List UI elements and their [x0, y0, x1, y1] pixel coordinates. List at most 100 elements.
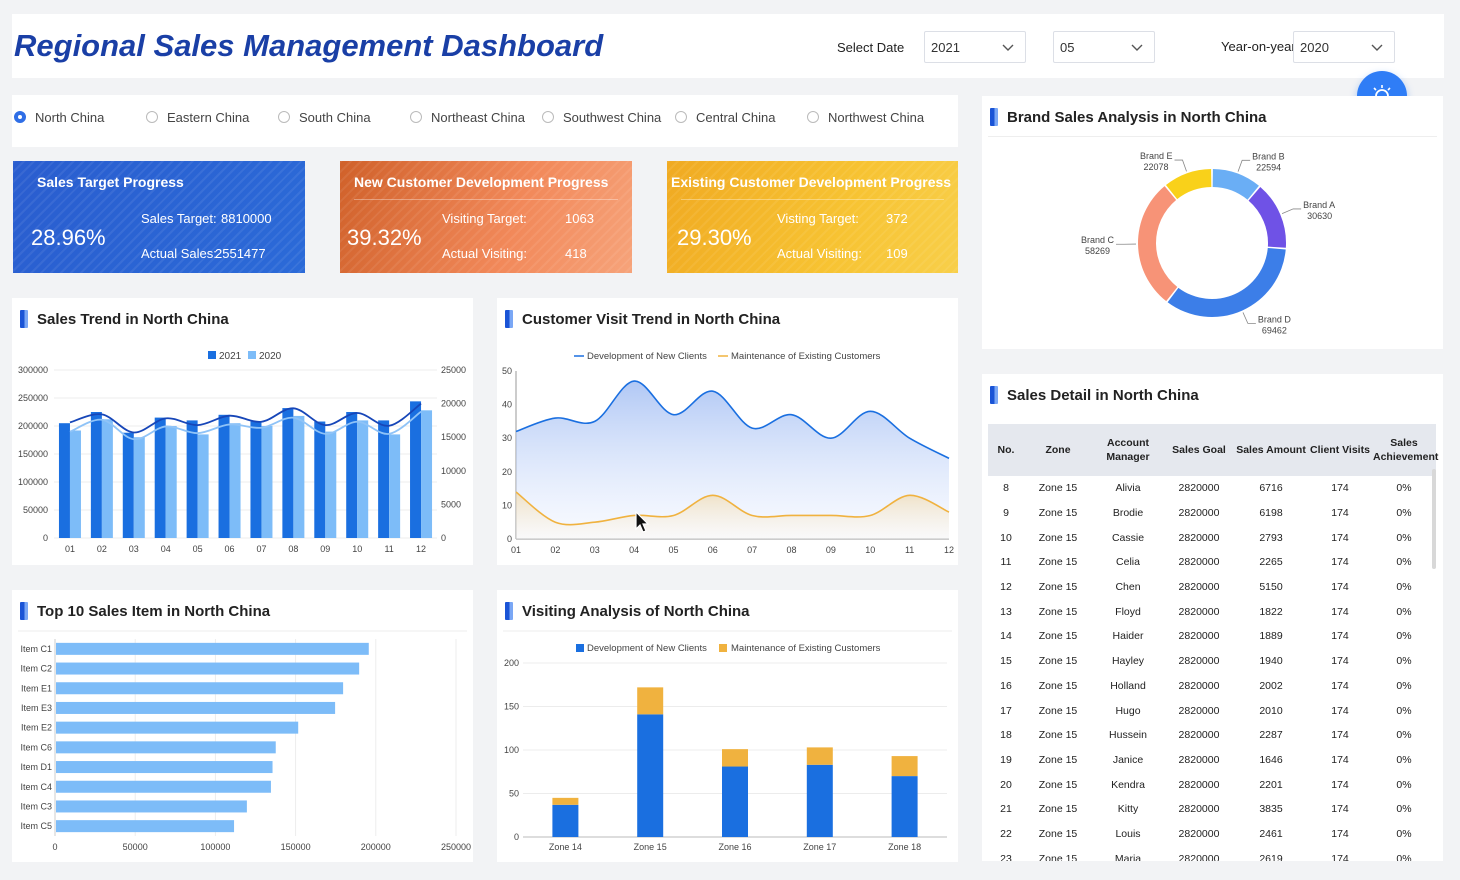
kpi-row1-value: 1063 [565, 211, 594, 226]
table-cell: 2461 [1259, 827, 1283, 840]
bar-2021 [186, 420, 198, 538]
panel-title-text: Customer Visit Trend in North China [522, 310, 781, 328]
mouse-cursor-icon [635, 511, 650, 533]
x-tick-label: Zone 14 [549, 842, 582, 852]
table-row[interactable]: 19 Zone 15 Janice 2820000 1646 174 0% [988, 748, 1436, 773]
table-cell: 21 [1000, 803, 1012, 816]
table-row[interactable]: 20 Zone 15 Kendra 2820000 2201 174 0% [988, 772, 1436, 797]
region-label: Central China [696, 109, 776, 125]
column-header[interactable]: Sales Achievement [1372, 424, 1438, 476]
table-row[interactable]: 8 Zone 15 Alivia 2820000 6716 174 0% [988, 476, 1436, 501]
table-row[interactable]: 12 Zone 15 Chen 2820000 5150 174 0% [988, 575, 1436, 600]
kpi-divider [354, 199, 618, 200]
yoy-label: Year-on-year [1221, 39, 1296, 54]
bar-2020 [197, 434, 209, 538]
chevron-down-icon [1002, 44, 1014, 51]
pie-slice [1138, 186, 1178, 302]
table-cell: 174 [1331, 729, 1349, 742]
table-cell: 0% [1396, 679, 1412, 692]
slice-name-label: Brand D [1258, 314, 1292, 324]
column-header[interactable]: Account Manager [1092, 424, 1164, 476]
y-tick-label: 100 [504, 745, 519, 755]
table-row[interactable]: 17 Zone 15 Hugo 2820000 2010 174 0% [988, 698, 1436, 723]
table-cell: 0% [1396, 581, 1412, 594]
bar-2020 [421, 410, 433, 538]
table-row[interactable]: 14 Zone 15 Haider 2820000 1889 174 0% [988, 624, 1436, 649]
table-row[interactable]: 22 Zone 15 Louis 2820000 2461 174 0% [988, 822, 1436, 847]
table-cell: 2820000 [1178, 778, 1220, 791]
table-row[interactable]: 16 Zone 15 Holland 2820000 2002 174 0% [988, 674, 1436, 699]
table-cell: 2820000 [1178, 507, 1220, 520]
kpi-title: Sales Target Progress [37, 174, 184, 190]
table-cell: Zone 15 [1038, 630, 1078, 643]
table-cell: 2820000 [1178, 852, 1220, 861]
table-row[interactable]: 18 Zone 15 Hussein 2820000 2287 174 0% [988, 723, 1436, 748]
x-tick-label: 05 [668, 545, 678, 555]
x-tick-label: 01 [65, 544, 75, 554]
bar-2020 [101, 419, 113, 538]
top10-panel: Top 10 Sales Item in North China 0 50000 1… [12, 590, 473, 862]
table-cell: 0% [1396, 482, 1412, 495]
table-cell: 23 [1000, 852, 1012, 861]
panel-title: Top 10 Sales Item in North China [20, 602, 270, 620]
month-select-value: 05 [1060, 40, 1075, 55]
column-header[interactable]: No. [988, 424, 1024, 476]
y-tick-label: Item C3 [20, 801, 52, 811]
table-cell: 2820000 [1178, 655, 1220, 668]
series-line [515, 491, 950, 526]
series-line [515, 380, 950, 460]
region-radio-central-china[interactable]: Central China [675, 108, 776, 126]
column-header[interactable]: Sales Amount [1234, 424, 1308, 476]
table-row[interactable]: 9 Zone 15 Brodie 2820000 6198 174 0% [988, 501, 1436, 526]
region-label: Eastern China [167, 109, 250, 125]
table-row[interactable]: 15 Zone 15 Hayley 2820000 1940 174 0% [988, 649, 1436, 674]
kpi-title: Existing Customer Development Progress [671, 174, 952, 190]
table-cell: 16 [1000, 679, 1012, 692]
region-radio-southwest-china[interactable]: Southwest China [542, 108, 661, 126]
table-cell: 2820000 [1178, 704, 1220, 717]
table-cell: 174 [1331, 556, 1349, 569]
kpi-new-customer: New Customer Development Progress 39.32%… [340, 161, 632, 273]
table-cell: 174 [1331, 852, 1349, 861]
panel-title: Sales Detail in North China [990, 386, 1199, 404]
table-row[interactable]: 23 Zone 15 Maria 2820000 2619 174 0% [988, 846, 1436, 861]
bar [56, 800, 247, 813]
table-row[interactable]: 21 Zone 15 Kitty 2820000 3835 174 0% [988, 797, 1436, 822]
y-tick-label: 300000 [18, 365, 48, 375]
slice-name-label: Brand C [1081, 235, 1115, 245]
table-scrollbar[interactable] [1432, 469, 1436, 569]
y-tick-label: Item E2 [21, 723, 52, 733]
y-tick-label: 200 [504, 658, 519, 668]
bar-new-clients [637, 714, 664, 837]
label-leader-line [1237, 159, 1251, 172]
region-radio-north-china[interactable]: North China [14, 108, 104, 126]
label-leader-line [1281, 208, 1302, 214]
pie-slice [1212, 169, 1259, 200]
table-row[interactable]: 11 Zone 15 Celia 2820000 2265 174 0% [988, 550, 1436, 575]
bar-2021 [218, 414, 230, 538]
table-row[interactable]: 10 Zone 15 Cassie 2820000 2793 174 0% [988, 525, 1436, 550]
region-radio-south-china[interactable]: South China [278, 108, 371, 126]
region-radio-northwest-china[interactable]: Northwest China [807, 108, 924, 126]
region-radio-northeast-china[interactable]: Northeast China [410, 108, 525, 126]
column-header[interactable]: Client Visits [1308, 424, 1372, 476]
year-select[interactable]: 2021 [924, 31, 1026, 63]
visiting-panel: Visiting Analysis of North China Develop… [497, 590, 958, 862]
table-cell: 12 [1000, 581, 1012, 594]
y-tick-label: Item E1 [21, 683, 52, 693]
table-row[interactable]: 13 Zone 15 Floyd 2820000 1822 174 0% [988, 599, 1436, 624]
slice-value-label: 58269 [1085, 246, 1110, 256]
table-cell: 0% [1396, 704, 1412, 717]
table-cell: 0% [1396, 655, 1412, 668]
table-cell: 22 [1000, 827, 1012, 840]
yoy-select[interactable]: 2020 [1293, 31, 1395, 63]
column-header[interactable]: Zone [1024, 424, 1092, 476]
legend-swatch [719, 644, 727, 652]
table-cell: Zone 15 [1038, 827, 1078, 840]
region-radio-eastern-china[interactable]: Eastern China [146, 108, 249, 126]
month-select[interactable]: 05 [1053, 31, 1155, 63]
kpi-row2-value: 418 [565, 246, 587, 261]
column-header[interactable]: Sales Goal [1164, 424, 1234, 476]
table-cell: 6198 [1259, 507, 1283, 520]
bar-2020 [133, 437, 145, 538]
